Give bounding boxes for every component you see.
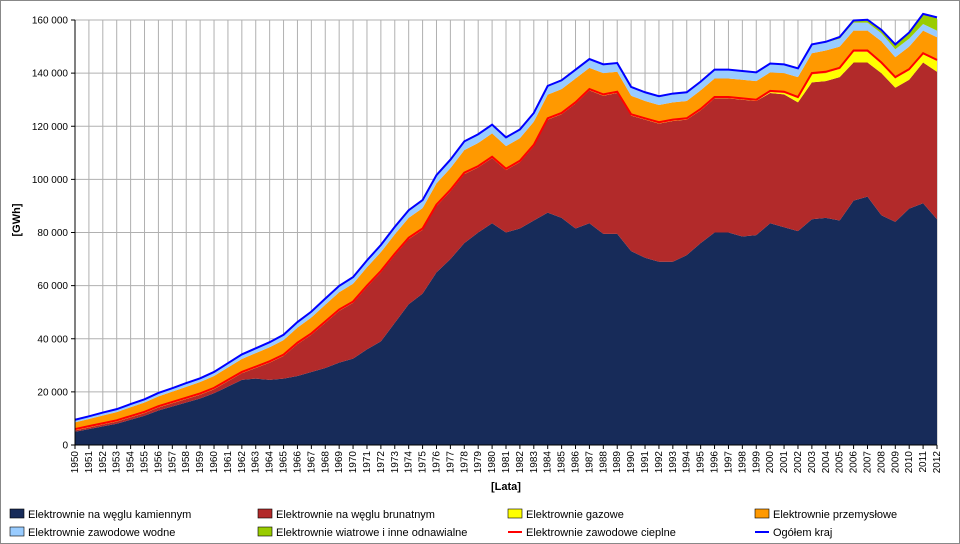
x-tick-label: 1963 <box>251 451 262 474</box>
area <box>75 196 937 445</box>
x-tick-label: 2008 <box>876 451 887 474</box>
areas <box>75 14 937 445</box>
legend-label: Elektrownie wiatrowe i inne odnawialne <box>276 527 467 539</box>
legend-label: Elektrownie gazowe <box>526 509 624 521</box>
legend-label: Elektrownie zawodowe wodne <box>28 527 175 539</box>
x-tick-label: 2010 <box>904 451 915 474</box>
x-tick-label: 2001 <box>779 451 790 474</box>
x-tick-label: 1972 <box>376 451 387 474</box>
legend-swatch <box>9 508 25 519</box>
y-tick-label: 160 000 <box>32 16 69 27</box>
area <box>75 62 937 432</box>
line <box>74 12 938 421</box>
x-tick-label: 1987 <box>584 451 595 474</box>
x-tick-label: 1995 <box>696 451 707 474</box>
y-tick-label: 40 000 <box>37 334 68 345</box>
x-tick-label: 1999 <box>751 451 762 474</box>
x-tick-label: 1998 <box>737 451 748 474</box>
y-tick-label: 120 000 <box>32 122 69 133</box>
legend-swatch <box>257 526 273 537</box>
x-tick-label: 1953 <box>112 451 123 474</box>
x-tick-label: 1966 <box>292 451 303 474</box>
x-tick-label: 1976 <box>431 451 442 474</box>
x-tick-label: 1979 <box>473 451 484 474</box>
legend-label: Elektrownie na węglu kamiennym <box>28 509 191 521</box>
x-tick-label: 1952 <box>98 451 109 474</box>
x-tick-label: 1958 <box>181 451 192 474</box>
legend-swatch <box>507 508 523 519</box>
legend: Elektrownie na węglu kamiennym Elektrowni… <box>9 508 897 539</box>
x-tick-label: 2007 <box>862 451 873 474</box>
x-tick-label: 1988 <box>598 451 609 474</box>
x-tick-label: 1957 <box>167 451 178 474</box>
x-tick-label: 1980 <box>487 451 498 474</box>
x-axis-title: [Lata] <box>491 481 521 493</box>
x-tick-label: 2005 <box>835 451 846 474</box>
x-tick-label: 2006 <box>849 451 860 474</box>
x-tick-label: 1968 <box>320 451 331 474</box>
x-tick-label: 1956 <box>153 451 164 474</box>
x-tick-label: 1985 <box>557 451 568 474</box>
x-tick-label: 2011 <box>918 451 929 473</box>
x-tick-label: 1974 <box>404 451 415 474</box>
x-tick-label: 1997 <box>723 451 734 474</box>
x-tick-label: 1996 <box>710 451 721 474</box>
lines <box>74 12 938 431</box>
legend-label: Ogółem kraj <box>773 527 832 539</box>
x-tick-label: 1961 <box>223 451 234 474</box>
y-tick-label: 140 000 <box>32 69 69 80</box>
x-tick-label: 1960 <box>209 451 220 474</box>
x-tick-label: 2009 <box>890 451 901 474</box>
y-tick-label: 20 000 <box>37 387 68 398</box>
x-tick-label: 1967 <box>306 451 317 474</box>
line <box>74 49 938 431</box>
legend-label: Elektrownie przemysłowe <box>773 509 897 521</box>
x-tick-label: 2004 <box>821 451 832 474</box>
x-tick-label: 1991 <box>640 451 651 474</box>
x-tick-label: 1983 <box>529 451 540 474</box>
x-tick-label: 1970 <box>348 451 359 474</box>
x-tick-label: 1964 <box>265 451 276 474</box>
x-tick-label: 1959 <box>195 451 206 474</box>
x-tick-label: 2003 <box>807 451 818 474</box>
y-tick-label: 0 <box>62 441 68 452</box>
legend-swatch <box>257 508 273 519</box>
x-tick-label: 1975 <box>418 451 429 474</box>
x-tick-label: 1951 <box>84 451 95 474</box>
y-axis-title: [GWh] <box>11 203 23 236</box>
x-tick-label: 1973 <box>390 451 401 474</box>
legend-label: Elektrownie na węglu brunatnym <box>276 509 435 521</box>
x-tick-label: 1986 <box>571 451 582 474</box>
x-tick-label: 2002 <box>793 451 804 474</box>
x-tick-label: 2012 <box>932 451 943 474</box>
legend-swatch <box>9 526 25 537</box>
y-tick-label: 100 000 <box>32 175 69 186</box>
axes: 1950 1951 1952 1953 1954 1955 1956 1957 1958 1959… <box>32 16 943 474</box>
x-tick-label: 1950 <box>70 451 81 474</box>
x-tick-label: 1977 <box>445 451 456 474</box>
x-tick-label: 1955 <box>140 451 151 474</box>
x-tick-label: 1984 <box>543 451 554 474</box>
x-tick-label: 1981 <box>501 451 512 474</box>
y-tick-label: 60 000 <box>37 281 68 292</box>
legend-label: Elektrownie zawodowe cieplne <box>526 527 676 539</box>
x-tick-label: 1965 <box>279 451 290 474</box>
x-tick-label: 1954 <box>126 451 137 474</box>
x-tick-label: 1962 <box>237 451 248 474</box>
x-tick-label: 1992 <box>654 451 665 474</box>
x-tick-label: 1969 <box>334 451 345 474</box>
x-tick-label: 1990 <box>626 451 637 474</box>
x-tick-label: 1978 <box>459 451 470 474</box>
x-tick-label: 1971 <box>362 451 373 474</box>
x-tick-label: 1993 <box>668 451 679 474</box>
x-tick-label: 1994 <box>682 451 693 474</box>
x-tick-label: 1982 <box>515 451 526 474</box>
x-tick-label: 1989 <box>612 451 623 474</box>
legend-swatch <box>754 508 770 519</box>
x-tick-label: 2000 <box>765 451 776 474</box>
y-tick-label: 80 000 <box>37 228 68 239</box>
